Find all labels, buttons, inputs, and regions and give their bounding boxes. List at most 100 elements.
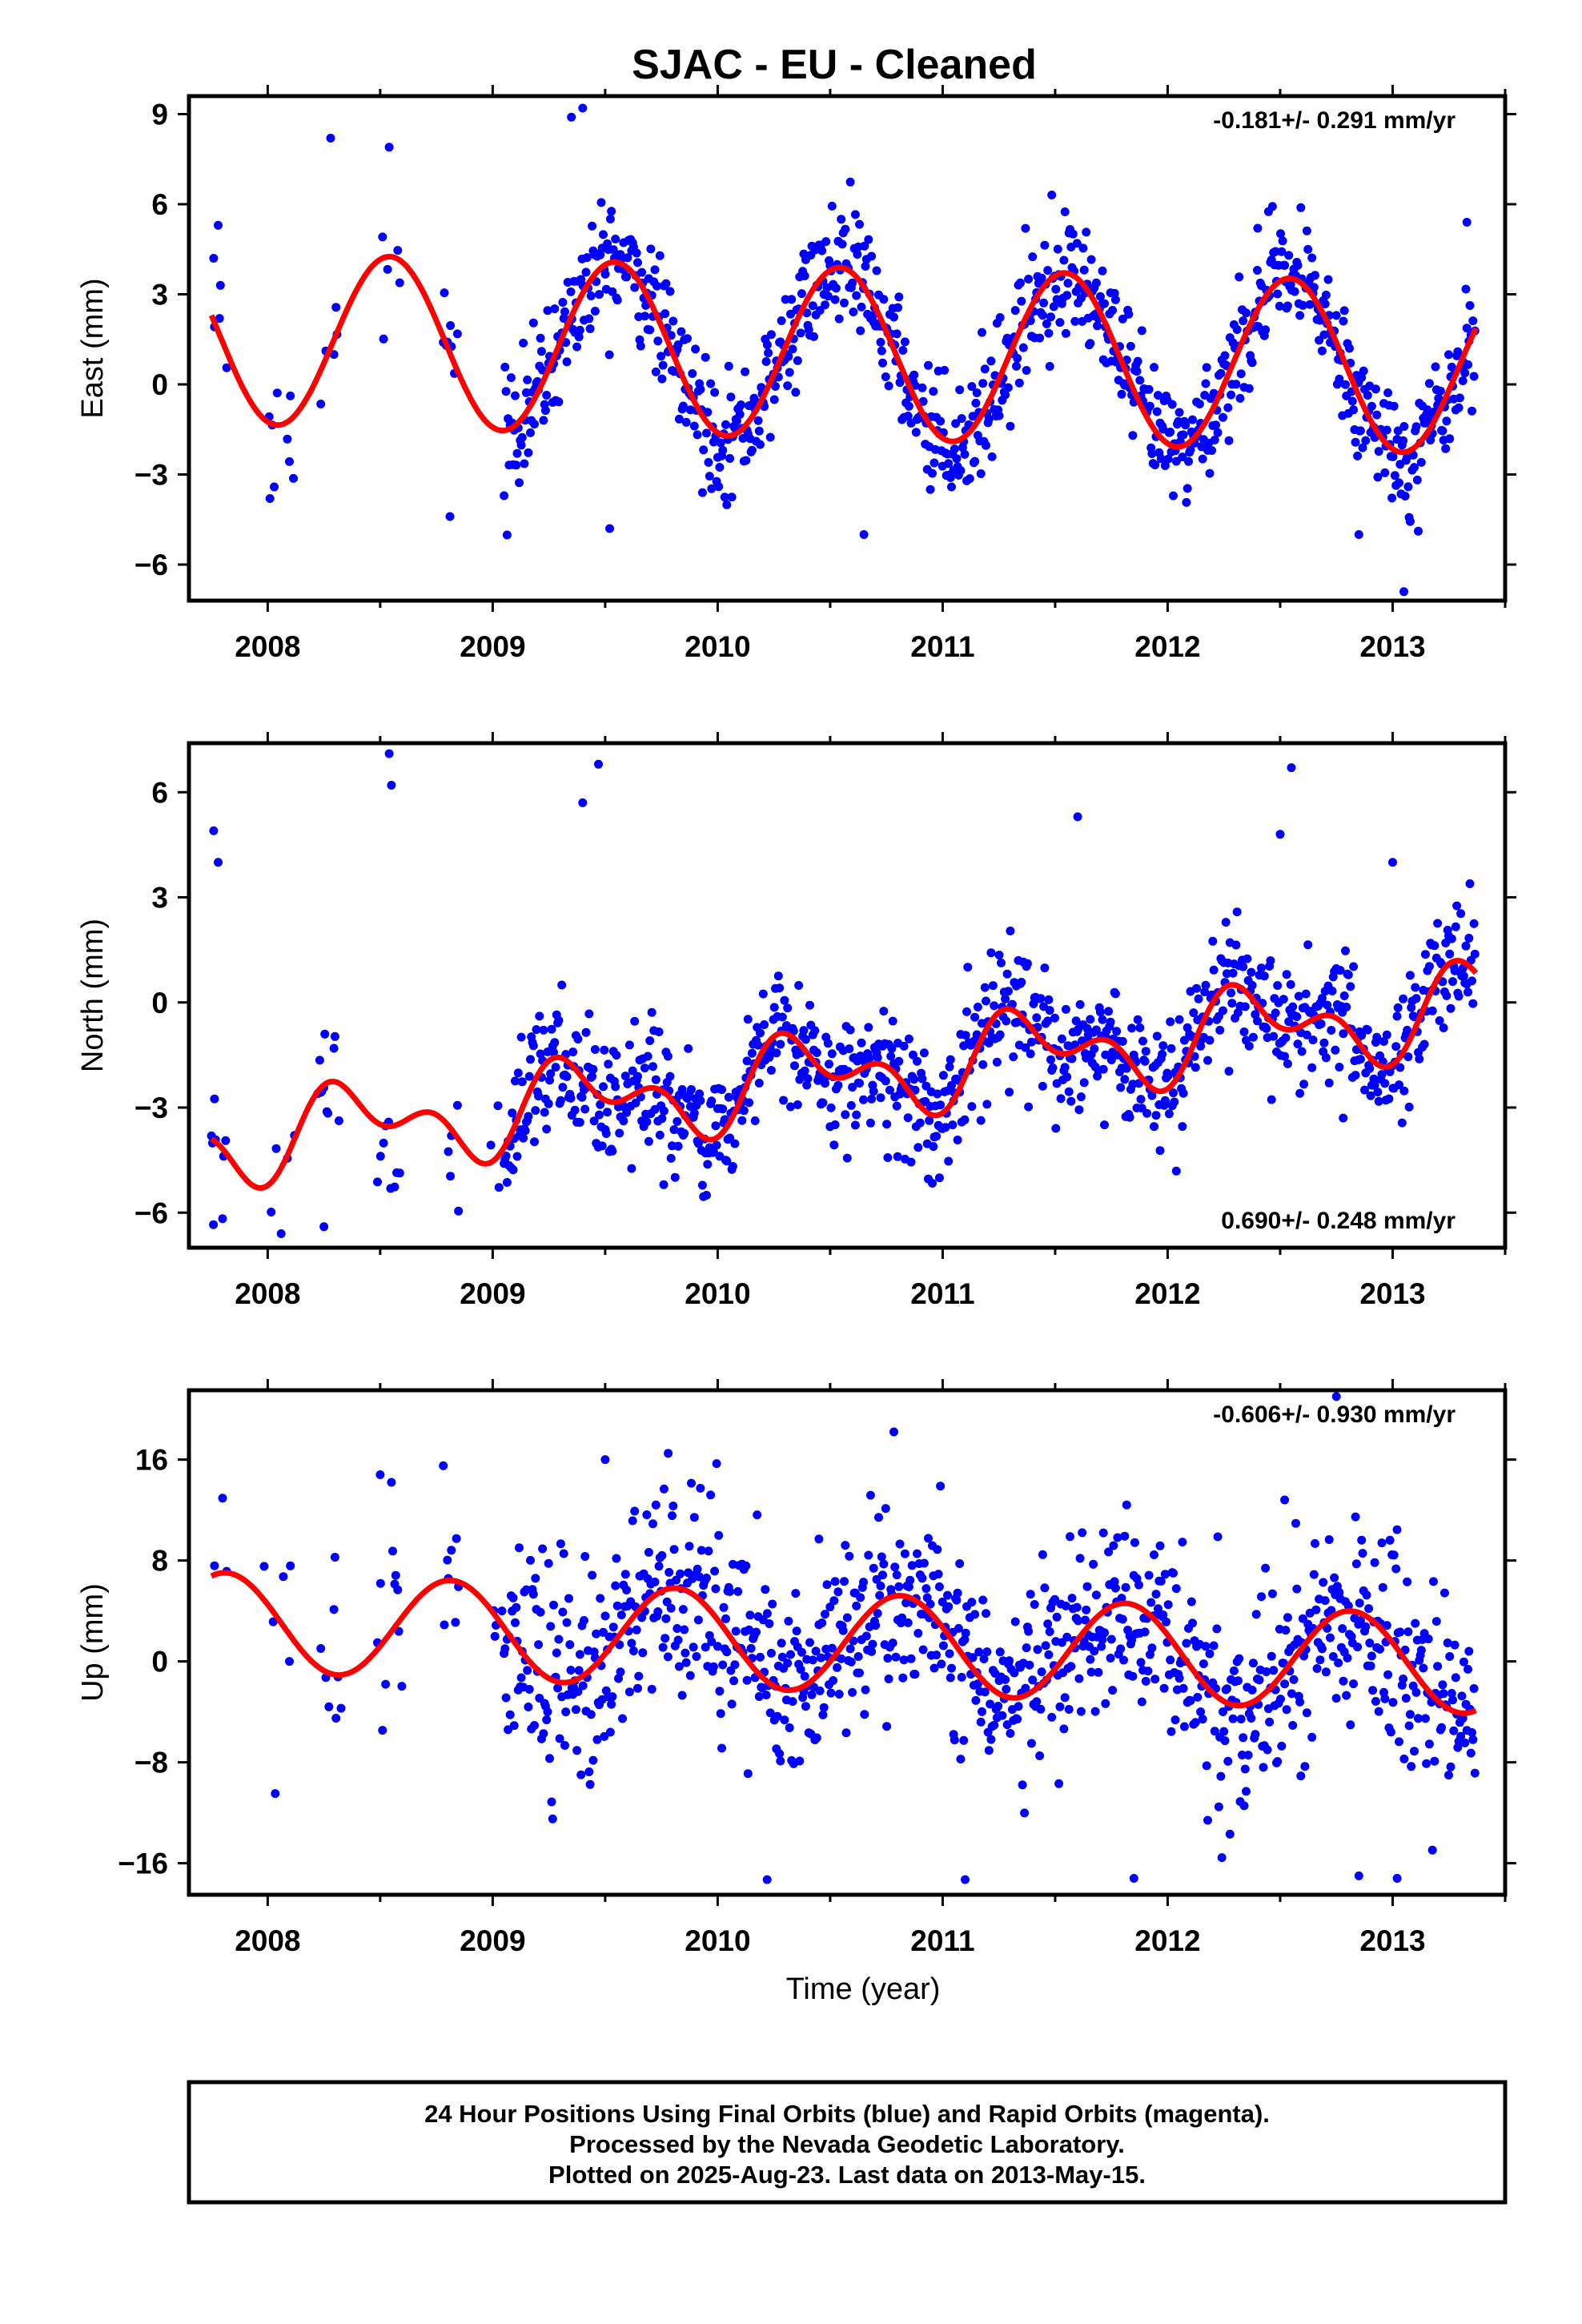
north-data-point [1227,999,1237,1008]
up-data-point [1036,1704,1046,1714]
up-data-point [765,1619,774,1628]
up-data-point [676,1569,685,1578]
up-data-point [1143,1667,1153,1676]
east-outlier-point [445,512,455,521]
north-data-point [1208,936,1218,946]
north-data-point [1002,969,1012,979]
up-data-point [627,1638,636,1648]
up-data-point [1066,1662,1076,1671]
north-data-point [972,1030,982,1039]
east-data-point [1462,324,1472,333]
east-data-point [511,391,520,400]
north-data-point [1227,988,1236,998]
east-data-point [1290,287,1299,296]
east-data-point [1414,526,1423,536]
up-data-point [1233,1676,1243,1686]
up-data-point [511,1618,520,1627]
north-data-point [1372,1032,1382,1042]
up-data-point [1074,1674,1084,1683]
north-data-point [873,1053,882,1063]
north-data-point [1379,1037,1388,1046]
east-outlier-point [1399,587,1408,597]
east-data-point [1235,272,1244,282]
up-data-point [561,1707,571,1717]
up-data-point [1248,1659,1258,1668]
up-data-point [439,1461,448,1470]
up-data-point [710,1566,720,1576]
up-data-point [560,1741,569,1750]
up-data-point [547,1797,556,1807]
north-data-point [1294,991,1303,1001]
north-data-point [1076,1092,1086,1102]
north-data-point [848,1083,857,1092]
up-data-point [775,1749,785,1759]
east-data-point [575,325,584,335]
north-data-point [864,1023,873,1032]
up-data-point [768,1599,777,1609]
up-data-point [588,1570,597,1580]
up-data-point [1343,1653,1352,1663]
east-data-point [1051,284,1061,294]
up-data-point [701,1642,710,1652]
north-data-point [566,1093,576,1103]
up-data-point [1210,1727,1219,1736]
east-data-point [1361,436,1371,445]
east-data-point [1186,445,1195,455]
east-data-point [395,278,404,287]
north-data-point [711,1121,721,1131]
north-data-point [1062,1072,1072,1082]
up-data-point [1238,1751,1247,1759]
east-data-point [1359,366,1368,376]
up-data-point [650,1577,660,1586]
up-data-point [780,1715,789,1725]
north-data-point [1127,1023,1137,1033]
up-data-point [754,1692,764,1701]
north-data-point [1452,901,1462,911]
up-data-point [680,1625,689,1634]
east-data-point [1053,244,1062,254]
up-data-point [1043,1619,1053,1629]
up-data-point [711,1584,721,1594]
up-data-point [842,1613,852,1622]
north-data-point [938,1071,948,1080]
up-data-point [1353,1642,1363,1652]
up-data-point [1255,1675,1264,1685]
north-data-point [946,1055,955,1064]
east-data-point [1460,368,1470,378]
up-data-point [907,1561,917,1570]
east-data-point [283,434,292,444]
north-data-point [1200,987,1210,997]
east-data-point [1382,425,1391,435]
north-data-point [724,1092,733,1102]
up-data-point [938,1641,948,1651]
north-data-point [1373,1088,1383,1097]
up-data-point [622,1586,632,1594]
up-data-point [952,1595,962,1605]
north-data-point [1283,1059,1292,1068]
up-data-point [719,1602,729,1612]
north-data-point [1341,946,1350,955]
east-data-point [957,414,966,424]
east-data-point [658,360,668,370]
east-data-point [800,271,809,280]
east-data-point [540,406,550,416]
up-data-point [899,1655,909,1665]
north-data-point [1166,1017,1175,1027]
up-data-point [1251,1730,1260,1739]
east-outlier-point [578,103,588,113]
north-data-point [1461,941,1471,951]
up-data-point [1182,1638,1191,1648]
up-data-point [852,1601,861,1610]
east-data-point [581,267,591,277]
north-data-point [210,1094,219,1104]
north-data-point [454,1206,464,1216]
up-data-point [984,1746,994,1755]
up-data-point [324,1702,334,1711]
north-data-point [645,1036,655,1045]
up-data-point [1081,1615,1090,1625]
east-data-point [678,401,688,411]
up-data-point [783,1659,793,1668]
north-data-point [841,1110,850,1120]
east-y-axis-label: East (mm) [76,278,110,418]
up-data-point [1154,1604,1162,1614]
